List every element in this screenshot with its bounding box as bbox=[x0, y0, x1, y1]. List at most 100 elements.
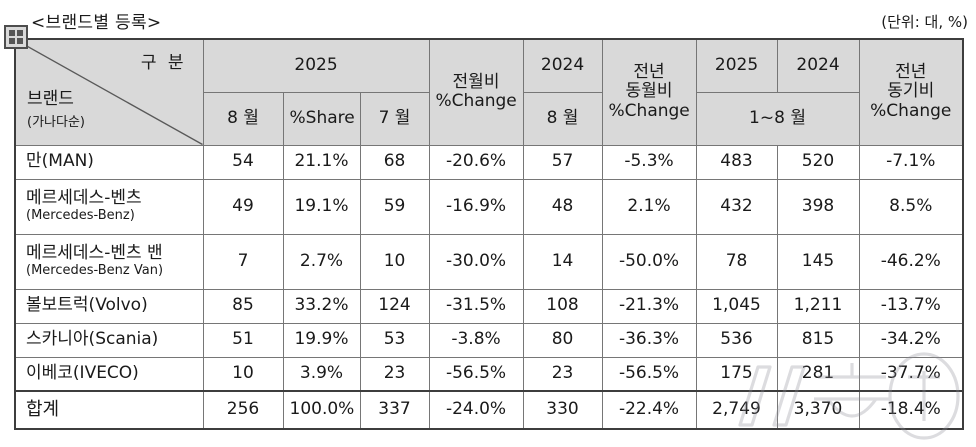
registration-table-wrapper: 구 분 브랜드 (가나다순) 2025 전월비 %Change 2024 전년 … bbox=[14, 38, 965, 430]
corner-diagonal-line-icon bbox=[16, 40, 203, 145]
cell-brand-name: 메르세데스-벤츠 밴 (Mercedes-Benz Van) bbox=[14, 233, 204, 290]
grid-icon-cell bbox=[9, 30, 15, 36]
cell-yoy-month-change: 2.1% bbox=[601, 178, 697, 235]
cell-jul-2025: 68 bbox=[359, 144, 430, 180]
corner-header-cell: 구 분 브랜드 (가나다순) bbox=[14, 38, 204, 146]
cell-cum-2024: 1,211 bbox=[776, 288, 860, 324]
cell-jul-2025: 23 bbox=[359, 356, 430, 392]
header-yoy-cum-change: 전년 동기비 %Change bbox=[858, 38, 964, 146]
grid-icon-cell bbox=[9, 38, 15, 44]
cell-aug-2025: 85 bbox=[202, 288, 284, 324]
cell-mom-change: -24.0% bbox=[428, 390, 524, 430]
brand-name-korean: 메르세데스-벤츠 bbox=[26, 187, 142, 208]
cell-yoy-cum-change: -18.4% bbox=[858, 390, 964, 430]
table-row: 메르세데스-벤츠 (Mercedes-Benz) 49 19.1% 59 -16.9% 48… bbox=[14, 178, 964, 235]
header-mom-change: 전월비 %Change bbox=[428, 38, 524, 146]
cell-share: 100.0% bbox=[282, 390, 361, 430]
header-yoy-month-line1: 전년 bbox=[633, 61, 665, 82]
table-row: 볼보트럭(Volvo) 85 33.2% 124 -31.5% 108 -21.3% 1,04… bbox=[14, 288, 964, 324]
cell-cum-2024: 3,370 bbox=[776, 390, 860, 430]
cell-brand-name: 이베코(IVECO) bbox=[14, 356, 204, 392]
cell-aug-2025: 10 bbox=[202, 356, 284, 392]
header-cum-2024: 2024 bbox=[776, 38, 860, 93]
cell-aug-2024: 108 bbox=[522, 288, 603, 324]
cell-cum-2025: 2,749 bbox=[695, 390, 778, 430]
header-yoy-cum-line2: 동기비 bbox=[887, 81, 935, 102]
grid-icon-cell bbox=[17, 38, 23, 44]
table-total-row: 합계 256 100.0% 337 -24.0% 330 -22.4% 2,749 3,370-… bbox=[14, 390, 964, 430]
cell-aug-2024: 330 bbox=[522, 390, 603, 430]
header-mom-change-line2: %Change bbox=[435, 91, 517, 112]
cell-mom-change: -56.5% bbox=[428, 356, 524, 392]
cell-aug-2025: 51 bbox=[202, 322, 284, 358]
cell-mom-change: -30.0% bbox=[428, 233, 524, 290]
cell-aug-2024: 57 bbox=[522, 144, 603, 180]
cell-yoy-cum-change: -7.1% bbox=[858, 144, 964, 180]
cell-aug-2025: 49 bbox=[202, 178, 284, 235]
cell-cum-2024: 815 bbox=[776, 322, 860, 358]
brand-name-korean: 만(MAN) bbox=[26, 151, 94, 172]
cell-aug-2025: 256 bbox=[202, 390, 284, 430]
cell-share: 19.1% bbox=[282, 178, 361, 235]
table-body: 만(MAN) 54 21.1% 68 -20.6% 57 -5.3% 483 520 -7.1% 메… bbox=[14, 144, 964, 430]
header-yoy-month-line3: %Change bbox=[608, 101, 690, 122]
brand-name-english: (Mercedes-Benz Van) bbox=[26, 263, 164, 279]
header-yoy-cum-line1: 전년 bbox=[895, 61, 927, 82]
table-caption-title: <브랜드별 등록> bbox=[31, 13, 162, 33]
table-row: 스카니아(Scania) 51 19.9% 53 -3.8% 80 -36.3% 536 815… bbox=[14, 322, 964, 358]
cell-brand-name: 합계 bbox=[14, 390, 204, 430]
cell-share: 21.1% bbox=[282, 144, 361, 180]
corner-label-brand-order: (가나다순) bbox=[27, 115, 85, 130]
brand-registration-table: 구 분 브랜드 (가나다순) 2025 전월비 %Change 2024 전년 … bbox=[14, 38, 965, 430]
cell-cum-2024: 520 bbox=[776, 144, 860, 180]
cell-share: 33.2% bbox=[282, 288, 361, 324]
brand-name-korean: 합계 bbox=[26, 398, 60, 420]
cell-mom-change: -20.6% bbox=[428, 144, 524, 180]
table-row: 만(MAN) 54 21.1% 68 -20.6% 57 -5.3% 483 520 -7.1% bbox=[14, 144, 964, 180]
cell-jul-2025: 59 bbox=[359, 178, 430, 235]
caption-row: <브랜드별 등록> (단위: 대, %) bbox=[0, 0, 976, 49]
brand-name-korean: 이베코(IVECO) bbox=[26, 362, 139, 383]
cell-yoy-cum-change: -46.2% bbox=[858, 233, 964, 290]
cell-jul-2025: 10 bbox=[359, 233, 430, 290]
header-jul-2025: 7 월 bbox=[359, 91, 430, 146]
cell-cum-2025: 536 bbox=[695, 322, 778, 358]
cell-mom-change: -3.8% bbox=[428, 322, 524, 358]
cell-yoy-cum-change: 8.5% bbox=[858, 178, 964, 235]
cell-yoy-month-change: -22.4% bbox=[601, 390, 697, 430]
cell-jul-2025: 53 bbox=[359, 322, 430, 358]
brand-name-korean: 스카니아(Scania) bbox=[26, 329, 159, 350]
table-grid-icon[interactable] bbox=[4, 25, 28, 49]
cell-jul-2025: 124 bbox=[359, 288, 430, 324]
table-row: 이베코(IVECO) 10 3.9% 23 -56.5% 23 -56.5% 175 281 -3… bbox=[14, 356, 964, 392]
cell-cum-2025: 483 bbox=[695, 144, 778, 180]
cell-aug-2024: 80 bbox=[522, 322, 603, 358]
header-group-2024: 2024 bbox=[522, 38, 603, 93]
cell-share: 3.9% bbox=[282, 356, 361, 392]
cell-yoy-cum-change: -37.7% bbox=[858, 356, 964, 392]
header-aug-2024: 8 월 bbox=[522, 91, 603, 146]
cell-mom-change: -31.5% bbox=[428, 288, 524, 324]
cell-cum-2025: 175 bbox=[695, 356, 778, 392]
cell-mom-change: -16.9% bbox=[428, 178, 524, 235]
cell-brand-name: 스카니아(Scania) bbox=[14, 322, 204, 358]
header-yoy-month-line2: 동월비 bbox=[625, 81, 673, 102]
unit-note: (단위: 대, %) bbox=[881, 13, 968, 31]
cell-brand-name: 볼보트럭(Volvo) bbox=[14, 288, 204, 324]
brand-name-korean: 볼보트럭(Volvo) bbox=[26, 295, 148, 316]
cell-share: 19.9% bbox=[282, 322, 361, 358]
cell-brand-name: 메르세데스-벤츠 (Mercedes-Benz) bbox=[14, 178, 204, 235]
cell-yoy-month-change: -56.5% bbox=[601, 356, 697, 392]
header-group-2025: 2025 bbox=[202, 38, 430, 93]
cell-cum-2025: 1,045 bbox=[695, 288, 778, 324]
table-row: 메르세데스-벤츠 밴 (Mercedes-Benz Van) 7 2.7% 10 -30.… bbox=[14, 233, 964, 290]
cell-aug-2024: 14 bbox=[522, 233, 603, 290]
cell-cum-2024: 398 bbox=[776, 178, 860, 235]
cell-yoy-month-change: -36.3% bbox=[601, 322, 697, 358]
brand-name-korean: 메르세데스-벤츠 밴 bbox=[26, 242, 163, 263]
header-aug-2025: 8 월 bbox=[202, 91, 284, 146]
cell-aug-2024: 23 bbox=[522, 356, 603, 392]
cell-brand-name: 만(MAN) bbox=[14, 144, 204, 180]
cell-yoy-month-change: -5.3% bbox=[601, 144, 697, 180]
cell-cum-2024: 145 bbox=[776, 233, 860, 290]
